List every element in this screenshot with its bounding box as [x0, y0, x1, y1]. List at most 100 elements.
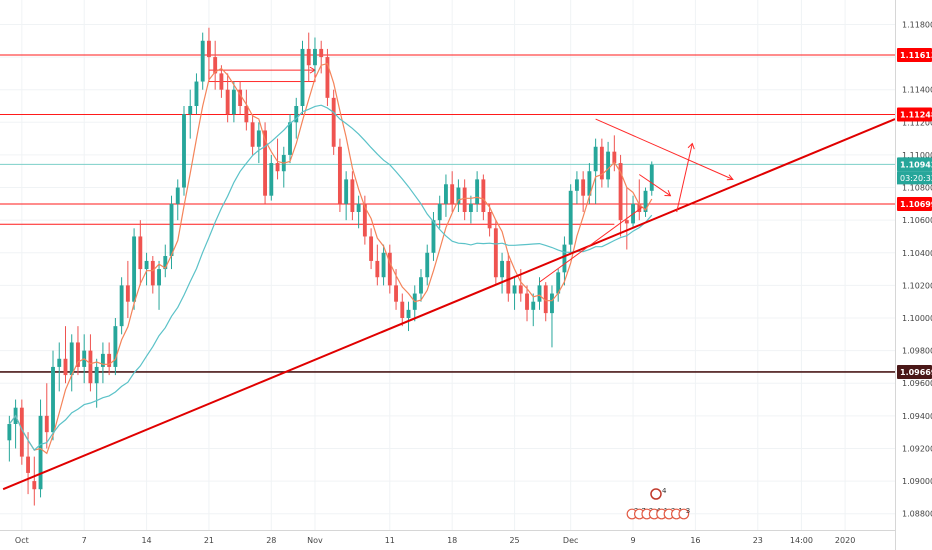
price-tag: [897, 157, 932, 172]
time-axis[interactable]: Oct 7 14 21 28 Nov 11 18 25 Dec 9 16 23 14:00 2020: [0, 530, 895, 546]
candle-body: [444, 184, 448, 204]
candle-body: [7, 424, 12, 441]
candle-body: [207, 40, 211, 58]
candle-body: [437, 203, 442, 221]
candle-body: [481, 179, 486, 212]
y-tick-label: 1.10600: [902, 216, 932, 225]
y-tick-label: 1.11200: [902, 118, 932, 127]
x-tick-label: 14:00: [790, 536, 813, 545]
y-tick-label: 1.08800: [902, 510, 932, 519]
y-tick-label: 1.10200: [902, 281, 932, 290]
candle-body: [362, 203, 367, 237]
price-tag: [897, 364, 932, 379]
candle-body: [163, 256, 168, 270]
candle-body: [57, 358, 62, 367]
candle-body: [269, 163, 274, 196]
price-tag: [897, 47, 932, 62]
candle-body: [556, 272, 561, 294]
grid: [0, 0, 895, 530]
candle-body: [425, 252, 430, 278]
event-flag-icon: [650, 488, 662, 500]
candle-body: [288, 122, 292, 155]
y-tick-label: 1.09800: [902, 347, 932, 356]
price-tag-label: 1.10699: [900, 200, 932, 209]
candle-body: [649, 164, 654, 191]
candle-body: [26, 456, 30, 473]
candle-body: [38, 415, 43, 490]
candle-body: [606, 151, 611, 180]
candle-body: [138, 236, 143, 270]
candle-body: [225, 89, 230, 115]
candle-body: [574, 179, 579, 191]
candle-body: [406, 309, 411, 318]
y-tick-label: 1.10800: [902, 184, 932, 193]
candle-body: [462, 187, 467, 212]
trend-line: [595, 118, 734, 180]
price-tag-label: 1.11613: [900, 51, 932, 60]
candle-body: [431, 220, 436, 253]
candle-body: [19, 407, 24, 457]
candle-body: [250, 122, 255, 147]
candle-body: [419, 277, 423, 294]
price-axis[interactable]: 1.118001.116001.114001.112001.110001.108…: [895, 0, 932, 550]
candle-body: [157, 269, 161, 286]
candle-body: [175, 187, 180, 204]
candle-body: [512, 285, 517, 294]
projection-arrow: [639, 174, 671, 197]
candle-body: [356, 203, 361, 212]
y-tick-label: 1.09400: [902, 412, 932, 421]
candle-body: [300, 48, 305, 106]
candle-body: [493, 228, 498, 278]
y-tick-label: 1.09200: [902, 444, 932, 453]
price-tags: 1.11613 1.11248 1.10942 03:20:32 1.10699 1.09…: [897, 47, 932, 379]
range-boxes: [208, 66, 316, 83]
candle-body: [456, 187, 461, 204]
candle-body: [88, 350, 93, 384]
candle-body: [618, 163, 623, 221]
projection-arrow: [676, 143, 693, 213]
candle-body: [294, 106, 299, 123]
candle-body: [150, 260, 155, 286]
trend-line: [539, 206, 643, 283]
candle-body: [543, 285, 548, 314]
candle-body: [144, 260, 149, 270]
candle-body: [369, 236, 374, 261]
x-tick-label: 2020: [835, 536, 855, 545]
event-icon: [678, 508, 690, 520]
candle-body: [637, 203, 642, 212]
projection-arrow-head: [664, 189, 672, 197]
candle-body: [518, 285, 523, 294]
x-tick-label: 11: [385, 536, 395, 545]
candle-body: [525, 293, 529, 310]
candle-body: [468, 203, 473, 212]
trend-lines: [2, 118, 896, 491]
price-tag: [897, 197, 932, 212]
candle-body: [306, 48, 311, 66]
candle-body: [537, 285, 542, 302]
candle-body: [612, 151, 617, 164]
candle-body: [593, 146, 598, 172]
x-tick-label: Nov: [307, 536, 323, 545]
candle-body: [194, 81, 199, 106]
candle-body: [32, 481, 37, 490]
x-tick-label: 28: [266, 536, 276, 545]
candle-body: [531, 301, 536, 310]
candle-body: [119, 285, 124, 327]
candle-body: [643, 190, 648, 212]
candle-body: [188, 106, 193, 115]
x-tick-label: Oct: [15, 536, 29, 545]
candle-body: [44, 415, 49, 433]
candle-body: [344, 179, 349, 204]
candle-body: [313, 48, 317, 66]
candle-body: [337, 146, 342, 204]
candle-body: [169, 203, 174, 257]
candle-body: [231, 89, 236, 115]
candle-body: [51, 366, 55, 433]
candle-body: [400, 301, 405, 318]
candle-body: [100, 353, 105, 367]
x-tick-label: 25: [509, 536, 519, 545]
y-tick-label: 1.10400: [902, 249, 932, 258]
candle-body: [107, 353, 112, 367]
candle-body: [624, 220, 629, 224]
